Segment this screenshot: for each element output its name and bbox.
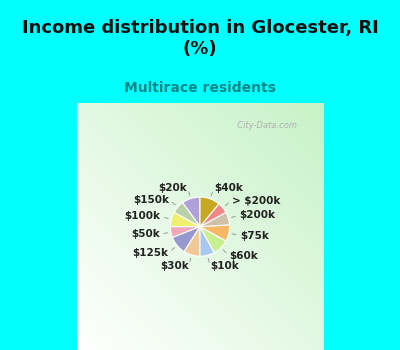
Wedge shape bbox=[170, 227, 200, 238]
Wedge shape bbox=[200, 227, 226, 253]
Wedge shape bbox=[174, 203, 200, 227]
Wedge shape bbox=[200, 197, 219, 227]
Text: > $200k: > $200k bbox=[232, 196, 280, 205]
Text: $100k: $100k bbox=[124, 211, 160, 222]
Wedge shape bbox=[184, 227, 200, 256]
Wedge shape bbox=[170, 212, 200, 227]
Wedge shape bbox=[200, 227, 214, 256]
Text: Income distribution in Glocester, RI
(%): Income distribution in Glocester, RI (%) bbox=[22, 19, 378, 58]
Wedge shape bbox=[200, 212, 230, 227]
Text: $60k: $60k bbox=[229, 251, 258, 261]
Text: $125k: $125k bbox=[132, 248, 168, 258]
Text: $150k: $150k bbox=[133, 195, 169, 204]
Text: $50k: $50k bbox=[131, 229, 160, 239]
Text: $30k: $30k bbox=[160, 261, 188, 271]
Text: $40k: $40k bbox=[214, 183, 243, 193]
Text: $10k: $10k bbox=[210, 261, 239, 271]
Text: $20k: $20k bbox=[158, 183, 187, 193]
Wedge shape bbox=[200, 225, 230, 241]
Wedge shape bbox=[182, 197, 200, 227]
Text: $200k: $200k bbox=[239, 210, 275, 220]
Text: City-Data.com: City-Data.com bbox=[232, 121, 297, 130]
Text: Multirace residents: Multirace residents bbox=[124, 81, 276, 95]
Wedge shape bbox=[200, 204, 226, 227]
Wedge shape bbox=[172, 227, 200, 252]
Text: $75k: $75k bbox=[240, 231, 269, 240]
